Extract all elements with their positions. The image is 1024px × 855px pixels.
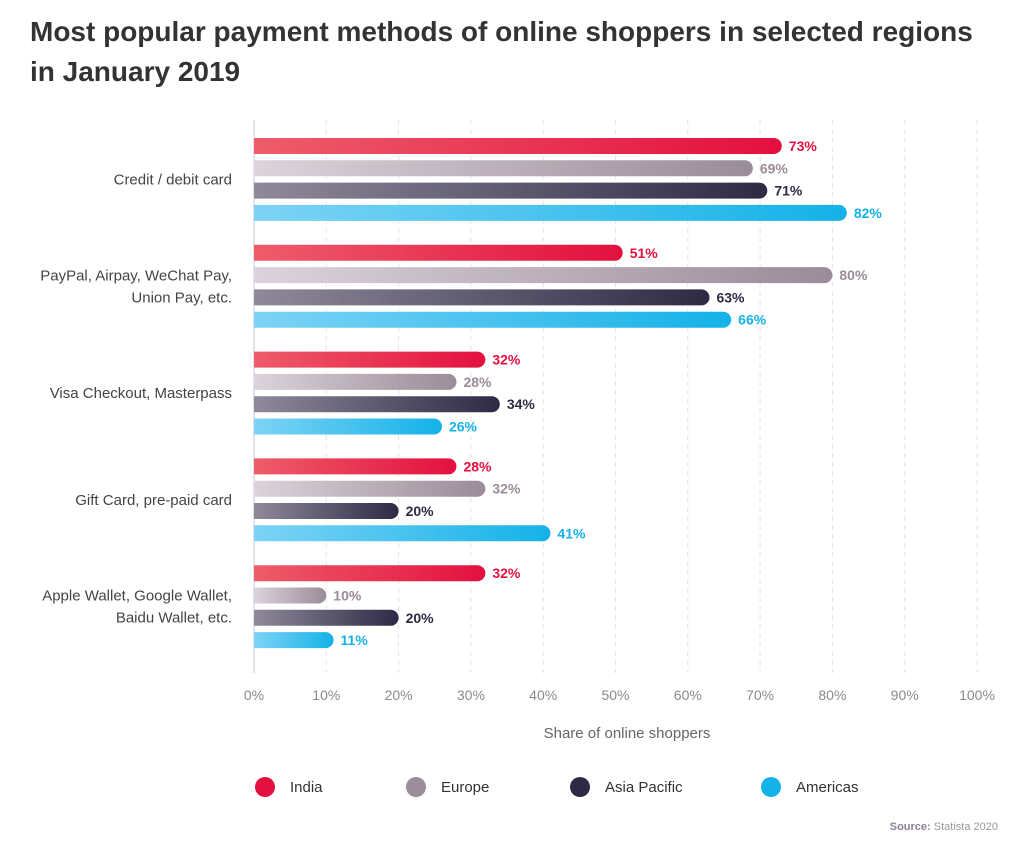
data-label: 41% xyxy=(557,525,586,541)
category-label: Credit / debit card xyxy=(114,171,232,188)
data-label: 20% xyxy=(406,610,435,626)
bar-americas xyxy=(254,204,847,221)
x-tick-label: 60% xyxy=(674,687,702,703)
legend-label: India xyxy=(290,779,323,796)
data-label: 66% xyxy=(738,312,767,328)
bar-europe xyxy=(254,480,486,497)
x-tick-label: 10% xyxy=(312,687,340,703)
data-label: 28% xyxy=(463,374,492,390)
data-label: 69% xyxy=(760,160,789,176)
data-label: 20% xyxy=(406,503,435,519)
legend: India Europe Asia Pacific Americas xyxy=(255,777,859,797)
category-labels: Credit / debit card PayPal, Airpay, WeCha… xyxy=(40,171,232,626)
data-label: 32% xyxy=(492,565,521,581)
data-label: 32% xyxy=(492,352,521,368)
source-label: Source: xyxy=(889,821,931,833)
legend-label: Asia Pacific xyxy=(605,779,683,796)
category-label: Union Pay, etc. xyxy=(131,289,232,306)
data-label: 32% xyxy=(492,481,521,497)
bar-americas xyxy=(254,525,551,542)
x-tick-label: 100% xyxy=(959,687,995,703)
x-tick-label: 80% xyxy=(818,687,846,703)
data-label: 73% xyxy=(789,138,818,154)
x-tick-label: 70% xyxy=(746,687,774,703)
x-tick-label: 0% xyxy=(244,687,264,703)
legend-swatch-americas xyxy=(761,777,781,797)
category-label: PayPal, Airpay, WeChat Pay, xyxy=(40,267,232,284)
bar-india xyxy=(254,458,457,475)
bar-india xyxy=(254,565,486,582)
bar-asia-pacific xyxy=(254,503,399,519)
data-label: 63% xyxy=(716,289,745,305)
source-note: Source: Statista 2020 xyxy=(890,821,998,833)
category-label: Apple Wallet, Google Wallet, xyxy=(42,588,232,605)
bar-americas xyxy=(254,418,442,435)
data-label: 80% xyxy=(839,267,868,283)
data-label: 82% xyxy=(854,205,883,221)
bar-india xyxy=(254,244,623,261)
value-labels: 73%69%71%82%51%80%63%66%32%28%34%26%28%3… xyxy=(333,138,882,648)
data-label: 51% xyxy=(630,245,659,261)
x-tick-label: 40% xyxy=(529,687,557,703)
x-axis-ticks: 0% 10% 20% 30% 40% 50% 60% 70% 80% 90% 100% xyxy=(244,687,995,703)
x-tick-label: 30% xyxy=(457,687,485,703)
bar-americas xyxy=(254,632,334,649)
x-tick-label: 90% xyxy=(891,687,919,703)
legend-swatch-india xyxy=(255,777,275,797)
bar-india xyxy=(254,138,782,154)
data-label: 11% xyxy=(341,632,369,648)
bar-asia-pacific xyxy=(254,289,710,306)
category-label: Visa Checkout, Masterpass xyxy=(50,385,232,402)
x-tick-label: 50% xyxy=(601,687,629,703)
bar-europe xyxy=(254,373,457,390)
bar-asia-pacific xyxy=(254,182,768,199)
bars xyxy=(254,138,847,649)
bar-asia-pacific xyxy=(254,609,399,626)
data-label: 28% xyxy=(463,458,492,474)
x-tick-label: 20% xyxy=(385,687,413,703)
bar-india xyxy=(254,351,486,368)
legend-swatch-asia-pacific xyxy=(570,777,590,797)
bar-europe xyxy=(254,160,753,177)
data-label: 26% xyxy=(449,419,478,435)
legend-swatch-europe xyxy=(406,777,426,797)
bar-europe xyxy=(254,267,833,284)
data-label: 10% xyxy=(333,588,362,604)
bar-asia-pacific xyxy=(254,396,500,413)
source-text: Statista 2020 xyxy=(933,821,998,833)
bar-americas xyxy=(254,311,732,328)
bar-europe xyxy=(254,587,327,604)
x-axis-title: Share of online shoppers xyxy=(544,725,711,742)
category-label: Gift Card, pre-paid card xyxy=(75,492,232,509)
legend-label: Americas xyxy=(796,779,859,796)
data-label: 34% xyxy=(507,396,536,412)
data-label: 71% xyxy=(774,183,803,199)
legend-label: Europe xyxy=(441,779,489,796)
chart-title: Most popular payment methods of online s… xyxy=(30,16,973,87)
category-label: Baidu Wallet, etc. xyxy=(116,610,232,627)
